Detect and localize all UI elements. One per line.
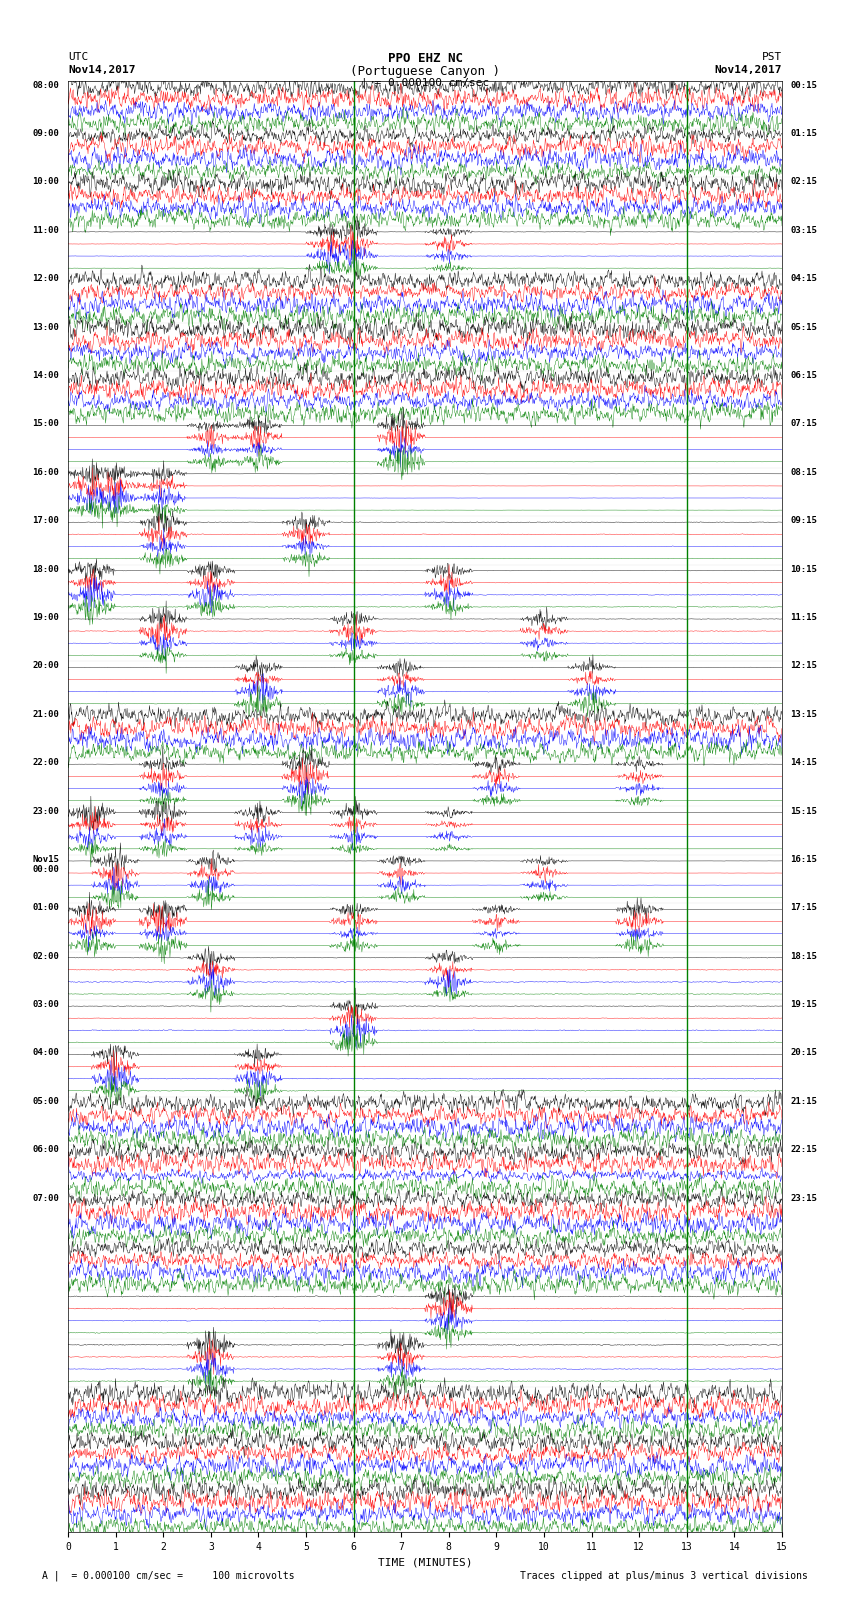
Text: 15:00: 15:00 (32, 419, 60, 429)
Text: Nov14,2017: Nov14,2017 (68, 65, 135, 74)
Text: 12:15: 12:15 (790, 661, 818, 671)
Text: Traces clipped at plus/minus 3 vertical divisions: Traces clipped at plus/minus 3 vertical … (519, 1571, 808, 1581)
Text: 19:00: 19:00 (32, 613, 60, 623)
Text: 07:00: 07:00 (32, 1194, 60, 1203)
Text: Nov14,2017: Nov14,2017 (715, 65, 782, 74)
Text: 09:00: 09:00 (32, 129, 60, 139)
Text: UTC: UTC (68, 52, 88, 61)
Text: 16:15: 16:15 (790, 855, 818, 865)
Text: 14:00: 14:00 (32, 371, 60, 381)
Text: 13:00: 13:00 (32, 323, 60, 332)
Text: 23:15: 23:15 (790, 1194, 818, 1203)
Text: 18:15: 18:15 (790, 952, 818, 961)
Text: 22:00: 22:00 (32, 758, 60, 768)
Text: 07:15: 07:15 (790, 419, 818, 429)
Text: 06:00: 06:00 (32, 1145, 60, 1155)
Text: 02:00: 02:00 (32, 952, 60, 961)
Text: 22:15: 22:15 (790, 1145, 818, 1155)
Text: 04:15: 04:15 (790, 274, 818, 284)
Text: 21:15: 21:15 (790, 1097, 818, 1107)
Text: 03:15: 03:15 (790, 226, 818, 235)
Text: 03:00: 03:00 (32, 1000, 60, 1010)
Text: 09:15: 09:15 (790, 516, 818, 526)
Text: 01:15: 01:15 (790, 129, 818, 139)
Text: 10:00: 10:00 (32, 177, 60, 187)
Text: 18:00: 18:00 (32, 565, 60, 574)
Text: 15:15: 15:15 (790, 806, 818, 816)
Text: 14:15: 14:15 (790, 758, 818, 768)
Text: 06:15: 06:15 (790, 371, 818, 381)
Text: 10:15: 10:15 (790, 565, 818, 574)
Text: PPO EHZ NC: PPO EHZ NC (388, 52, 462, 65)
Text: 11:00: 11:00 (32, 226, 60, 235)
X-axis label: TIME (MINUTES): TIME (MINUTES) (377, 1558, 473, 1568)
Text: 05:15: 05:15 (790, 323, 818, 332)
Text: 20:00: 20:00 (32, 661, 60, 671)
Text: 01:00: 01:00 (32, 903, 60, 913)
Text: 08:15: 08:15 (790, 468, 818, 477)
Text: 11:15: 11:15 (790, 613, 818, 623)
Text: | = 0.000100 cm/sec: | = 0.000100 cm/sec (361, 77, 489, 89)
Text: 17:00: 17:00 (32, 516, 60, 526)
Text: 17:15: 17:15 (790, 903, 818, 913)
Text: 02:15: 02:15 (790, 177, 818, 187)
Text: 13:15: 13:15 (790, 710, 818, 719)
Text: 16:00: 16:00 (32, 468, 60, 477)
Text: 04:00: 04:00 (32, 1048, 60, 1058)
Text: PST: PST (762, 52, 782, 61)
Text: 21:00: 21:00 (32, 710, 60, 719)
Text: Nov15
00:00: Nov15 00:00 (32, 855, 60, 874)
Text: 20:15: 20:15 (790, 1048, 818, 1058)
Text: (Portuguese Canyon ): (Portuguese Canyon ) (350, 65, 500, 77)
Text: 00:15: 00:15 (790, 81, 818, 90)
Text: 08:00: 08:00 (32, 81, 60, 90)
Text: 19:15: 19:15 (790, 1000, 818, 1010)
Text: 05:00: 05:00 (32, 1097, 60, 1107)
Text: A |  = 0.000100 cm/sec =     100 microvolts: A | = 0.000100 cm/sec = 100 microvolts (42, 1569, 295, 1581)
Text: 23:00: 23:00 (32, 806, 60, 816)
Text: 12:00: 12:00 (32, 274, 60, 284)
